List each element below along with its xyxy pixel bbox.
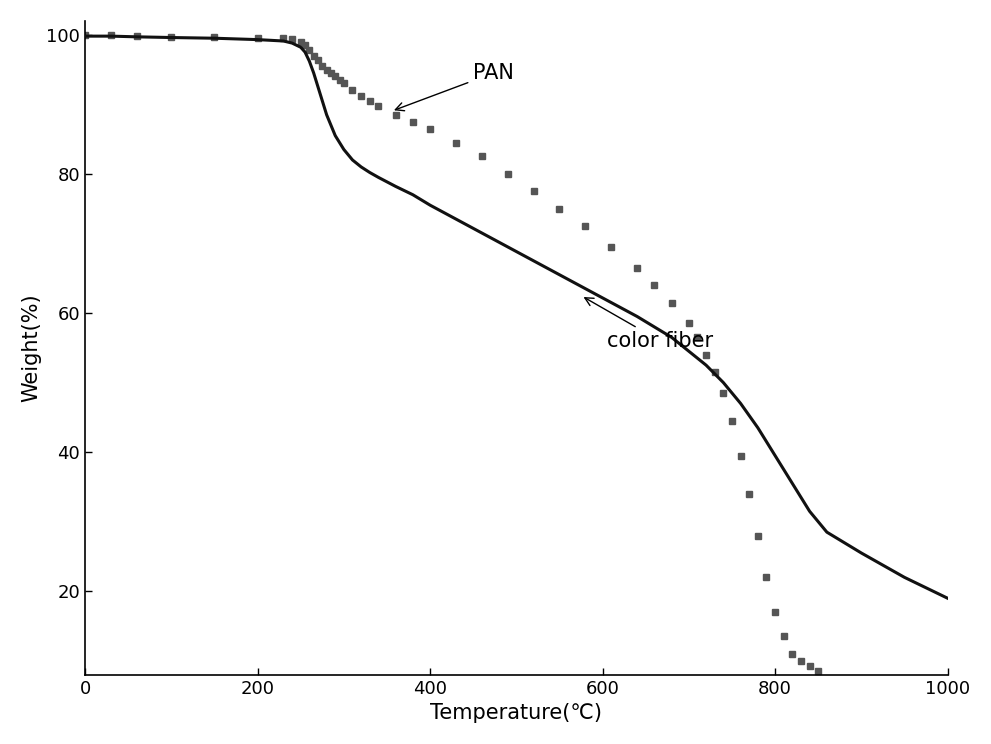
Y-axis label: Weight(%): Weight(%) — [21, 293, 41, 402]
Text: PAN: PAN — [395, 63, 514, 111]
X-axis label: Temperature(℃): Temperature(℃) — [430, 703, 603, 723]
Text: color fiber: color fiber — [585, 298, 714, 351]
